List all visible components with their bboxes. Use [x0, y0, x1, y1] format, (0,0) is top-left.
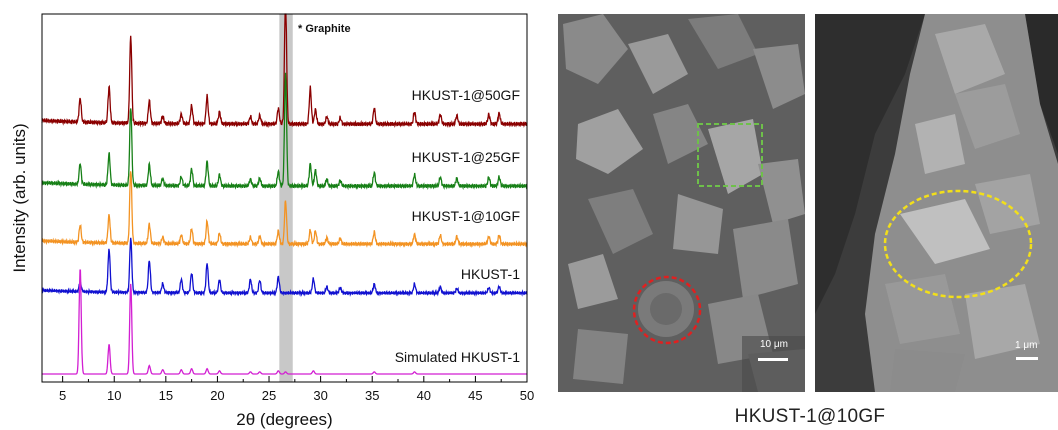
series-line-1	[41, 72, 528, 191]
series-label-0: HKUST-1@50GF	[412, 87, 520, 103]
y-axis-label: Intensity (arb. units)	[10, 123, 29, 272]
sem-film-picture	[815, 14, 1058, 392]
xrd-plot-svg: HKUST-1@50GF HKUST-1@25GF HKUST-1@10GF HKUS…	[10, 13, 534, 429]
sem-image-low-magnification: 10 μm	[558, 14, 805, 392]
plot-frame	[41, 13, 528, 383]
scale-label-left: 10 μm	[760, 339, 788, 350]
x-tick-label: 20	[210, 388, 224, 403]
sem-caption: HKUST-1@10GF	[734, 406, 886, 427]
x-tick-label: 50	[520, 388, 534, 403]
x-tick-label: 45	[468, 388, 482, 403]
series-line-3	[41, 237, 528, 297]
scale-bar-right	[1016, 357, 1038, 360]
graphite-annotation: * Graphite	[298, 23, 351, 35]
series-line-0	[41, 13, 528, 129]
x-tick-label: 30	[313, 388, 327, 403]
series-label-1: HKUST-1@25GF	[412, 149, 520, 165]
x-tick-label: 40	[417, 388, 431, 403]
sem-image-high-magnification: 1 μm	[815, 14, 1058, 392]
series-line-4	[42, 269, 527, 375]
scale-bar-left	[758, 358, 788, 361]
x-axis-label: 2θ (degrees)	[236, 410, 332, 429]
x-tick-label: 15	[159, 388, 173, 403]
x-tick-label: 10	[107, 388, 121, 403]
series-label-3: HKUST-1	[461, 266, 520, 282]
x-tick-label: 25	[262, 388, 276, 403]
sem-crystals-picture	[558, 14, 805, 392]
series-label-2: HKUST-1@10GF	[412, 208, 520, 224]
scale-label-right: 1 μm	[1015, 340, 1038, 351]
xrd-chart: HKUST-1@50GF HKUST-1@25GF HKUST-1@10GF HKUS…	[10, 13, 534, 429]
x-tick-label: 35	[365, 388, 379, 403]
x-tick-label: 5	[59, 388, 66, 403]
series-line-2	[41, 171, 528, 249]
graphite-shaded-band	[279, 14, 293, 382]
series-label-4: Simulated HKUST-1	[395, 349, 520, 365]
